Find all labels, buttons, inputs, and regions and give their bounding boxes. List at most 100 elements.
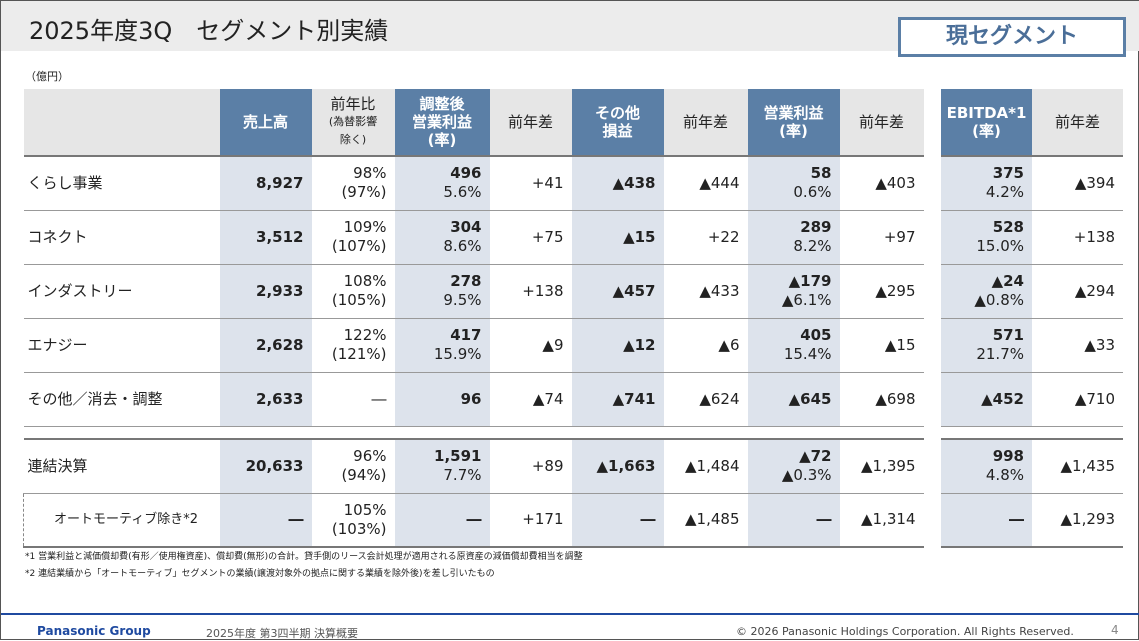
cell-value: ▲1,485: [685, 510, 740, 529]
footnote-2: *2 連結業績から「オートモーティブ」セグメントの業績(譲渡対象外の拠点に関する…: [25, 569, 495, 579]
table-cell: 8,927: [219, 156, 312, 211]
table-cell: ▲433: [663, 264, 748, 319]
table-row: コネクト 3,512 109% (107%) 304 8.6% +75 ▲15 +22 289 8.…: [23, 210, 924, 265]
column-header: 営業利益 (率): [747, 89, 840, 157]
ebitda-row: 571 21.7% ▲33: [941, 318, 1123, 373]
cell-value: ▲0.3%: [781, 466, 832, 485]
spacer-cell: [748, 426, 840, 439]
table-cell: 2,933: [219, 264, 312, 319]
table-cell: 58 0.6%: [747, 156, 840, 211]
cell-value: ―: [288, 510, 304, 529]
header-text: (率): [779, 122, 808, 140]
cell-value: ▲15: [884, 335, 916, 354]
ebitda-row: ― ▲1,293: [941, 493, 1123, 548]
table-cell: 98% (97%): [311, 156, 395, 211]
cell-value: 96: [460, 389, 482, 408]
cell-value: +41: [531, 173, 564, 192]
cell-value: 21.7%: [976, 345, 1024, 363]
table-cell: 105% (103%): [311, 493, 395, 548]
header-text: (率): [972, 122, 1001, 140]
header-text: 除く): [339, 133, 367, 146]
cell-value: ▲444: [699, 173, 740, 192]
table-cell: ▲15: [571, 210, 664, 265]
table-cell: ▲624: [663, 372, 748, 427]
cell-value: 15.9%: [433, 345, 482, 363]
spacer-row: [24, 426, 924, 439]
column-header: 前年差: [489, 89, 572, 157]
table-cell: ▲12: [571, 318, 664, 373]
table-cell: ▲645: [747, 372, 840, 427]
table-cell: ▲294: [1032, 264, 1123, 319]
table-cell: 96: [394, 372, 490, 427]
cell-value: 2,933: [256, 281, 304, 300]
cell-value: 15.4%: [783, 345, 832, 363]
cell-value: 122%: [343, 326, 387, 344]
cell-value: ▲1,293: [1060, 510, 1115, 529]
table-cell: 496 5.6%: [394, 156, 490, 211]
cell-value: ▲645: [788, 389, 832, 408]
row-label: エナジー: [23, 318, 220, 373]
header-text: (率): [427, 131, 457, 149]
column-header: 前年差: [839, 89, 924, 157]
ebitda-row: 375 4.2% ▲394: [941, 156, 1123, 211]
cell-value: (94%): [341, 466, 387, 485]
row-label: くらし事業: [23, 156, 220, 211]
table-cell: +97: [839, 210, 924, 265]
table-cell: ▲444: [663, 156, 748, 211]
table-cell: ▲24 ▲0.8%: [941, 264, 1032, 319]
cell-value: 5.6%: [443, 183, 482, 202]
cell-value: ▲1,435: [1060, 456, 1115, 475]
cell-value: ▲1,395: [861, 456, 916, 475]
table-cell: 1,591 7.7%: [394, 438, 490, 494]
cell-value: +75: [531, 227, 564, 246]
cell-value: +138: [1073, 227, 1115, 246]
header-text: その他: [594, 104, 640, 122]
cell-value: ▲15: [623, 227, 656, 246]
page-title: 2025年度3Q セグメント別実績: [29, 17, 389, 45]
page-number: 4: [1111, 623, 1119, 637]
spacer-row: [941, 426, 1123, 439]
cell-value: 8,927: [256, 173, 304, 192]
column-header: 前年比 (為替影響 除く): [311, 89, 395, 157]
cell-value: ―: [371, 389, 387, 408]
table-cell: 96% (94%): [311, 438, 395, 494]
cell-value: 2,633: [256, 389, 304, 408]
unit-label: （億円）: [25, 70, 69, 83]
cell-value: ▲6: [718, 335, 740, 354]
table-cell: ▲1,485: [663, 493, 748, 548]
cell-value: 289: [800, 218, 832, 236]
table-cell: ▲15: [839, 318, 924, 373]
header-text: 調整後: [419, 95, 465, 113]
spacer-cell: [1032, 426, 1123, 439]
header-text: 損益: [602, 122, 633, 140]
copyright: © 2026 Panasonic Holdings Corporation. A…: [736, 625, 1074, 638]
row-label: インダストリー: [23, 264, 220, 319]
cell-value: 96%: [353, 447, 387, 466]
column-header: 調整後 営業利益 (率): [394, 89, 490, 157]
table-cell: ▲1,293: [1032, 493, 1123, 548]
ebitda-table: EBITDA*1 (率) 前年差 375 4.2% ▲394 528 15.0% +138 ▲24…: [941, 89, 1123, 548]
cell-value: 108%: [343, 272, 387, 290]
table-cell: 405 15.4%: [747, 318, 840, 373]
table-cell: ▲452: [941, 372, 1032, 427]
cell-value: ▲179: [788, 272, 832, 290]
cell-value: ▲33: [1084, 335, 1115, 354]
table-cell: ▲1,484: [663, 438, 748, 494]
cell-value: ▲403: [875, 173, 916, 192]
table-cell: ▲1,395: [839, 438, 924, 494]
cell-value: ▲1,484: [685, 456, 740, 475]
table-row: オートモーティブ除き*2 ― 105% (103%) ― +171 ― ▲1,485 ― ▲1,3…: [23, 493, 924, 548]
cell-value: 1,591: [434, 447, 482, 466]
cell-value: (97%): [341, 183, 387, 202]
spacer-cell: [664, 426, 748, 439]
table-cell: ▲72 ▲0.3%: [747, 438, 840, 494]
cell-value: 58: [810, 164, 832, 183]
cell-value: ▲741: [612, 389, 656, 408]
header-text: EBITDA*1: [946, 104, 1027, 122]
cell-value: 20,633: [245, 456, 304, 475]
cell-value: ―: [1009, 510, 1024, 529]
cell-value: ▲9: [542, 335, 564, 354]
ebitda-row: ▲24 ▲0.8% ▲294: [941, 264, 1123, 319]
spacer-cell: [490, 426, 572, 439]
cell-value: (105%): [331, 291, 387, 309]
